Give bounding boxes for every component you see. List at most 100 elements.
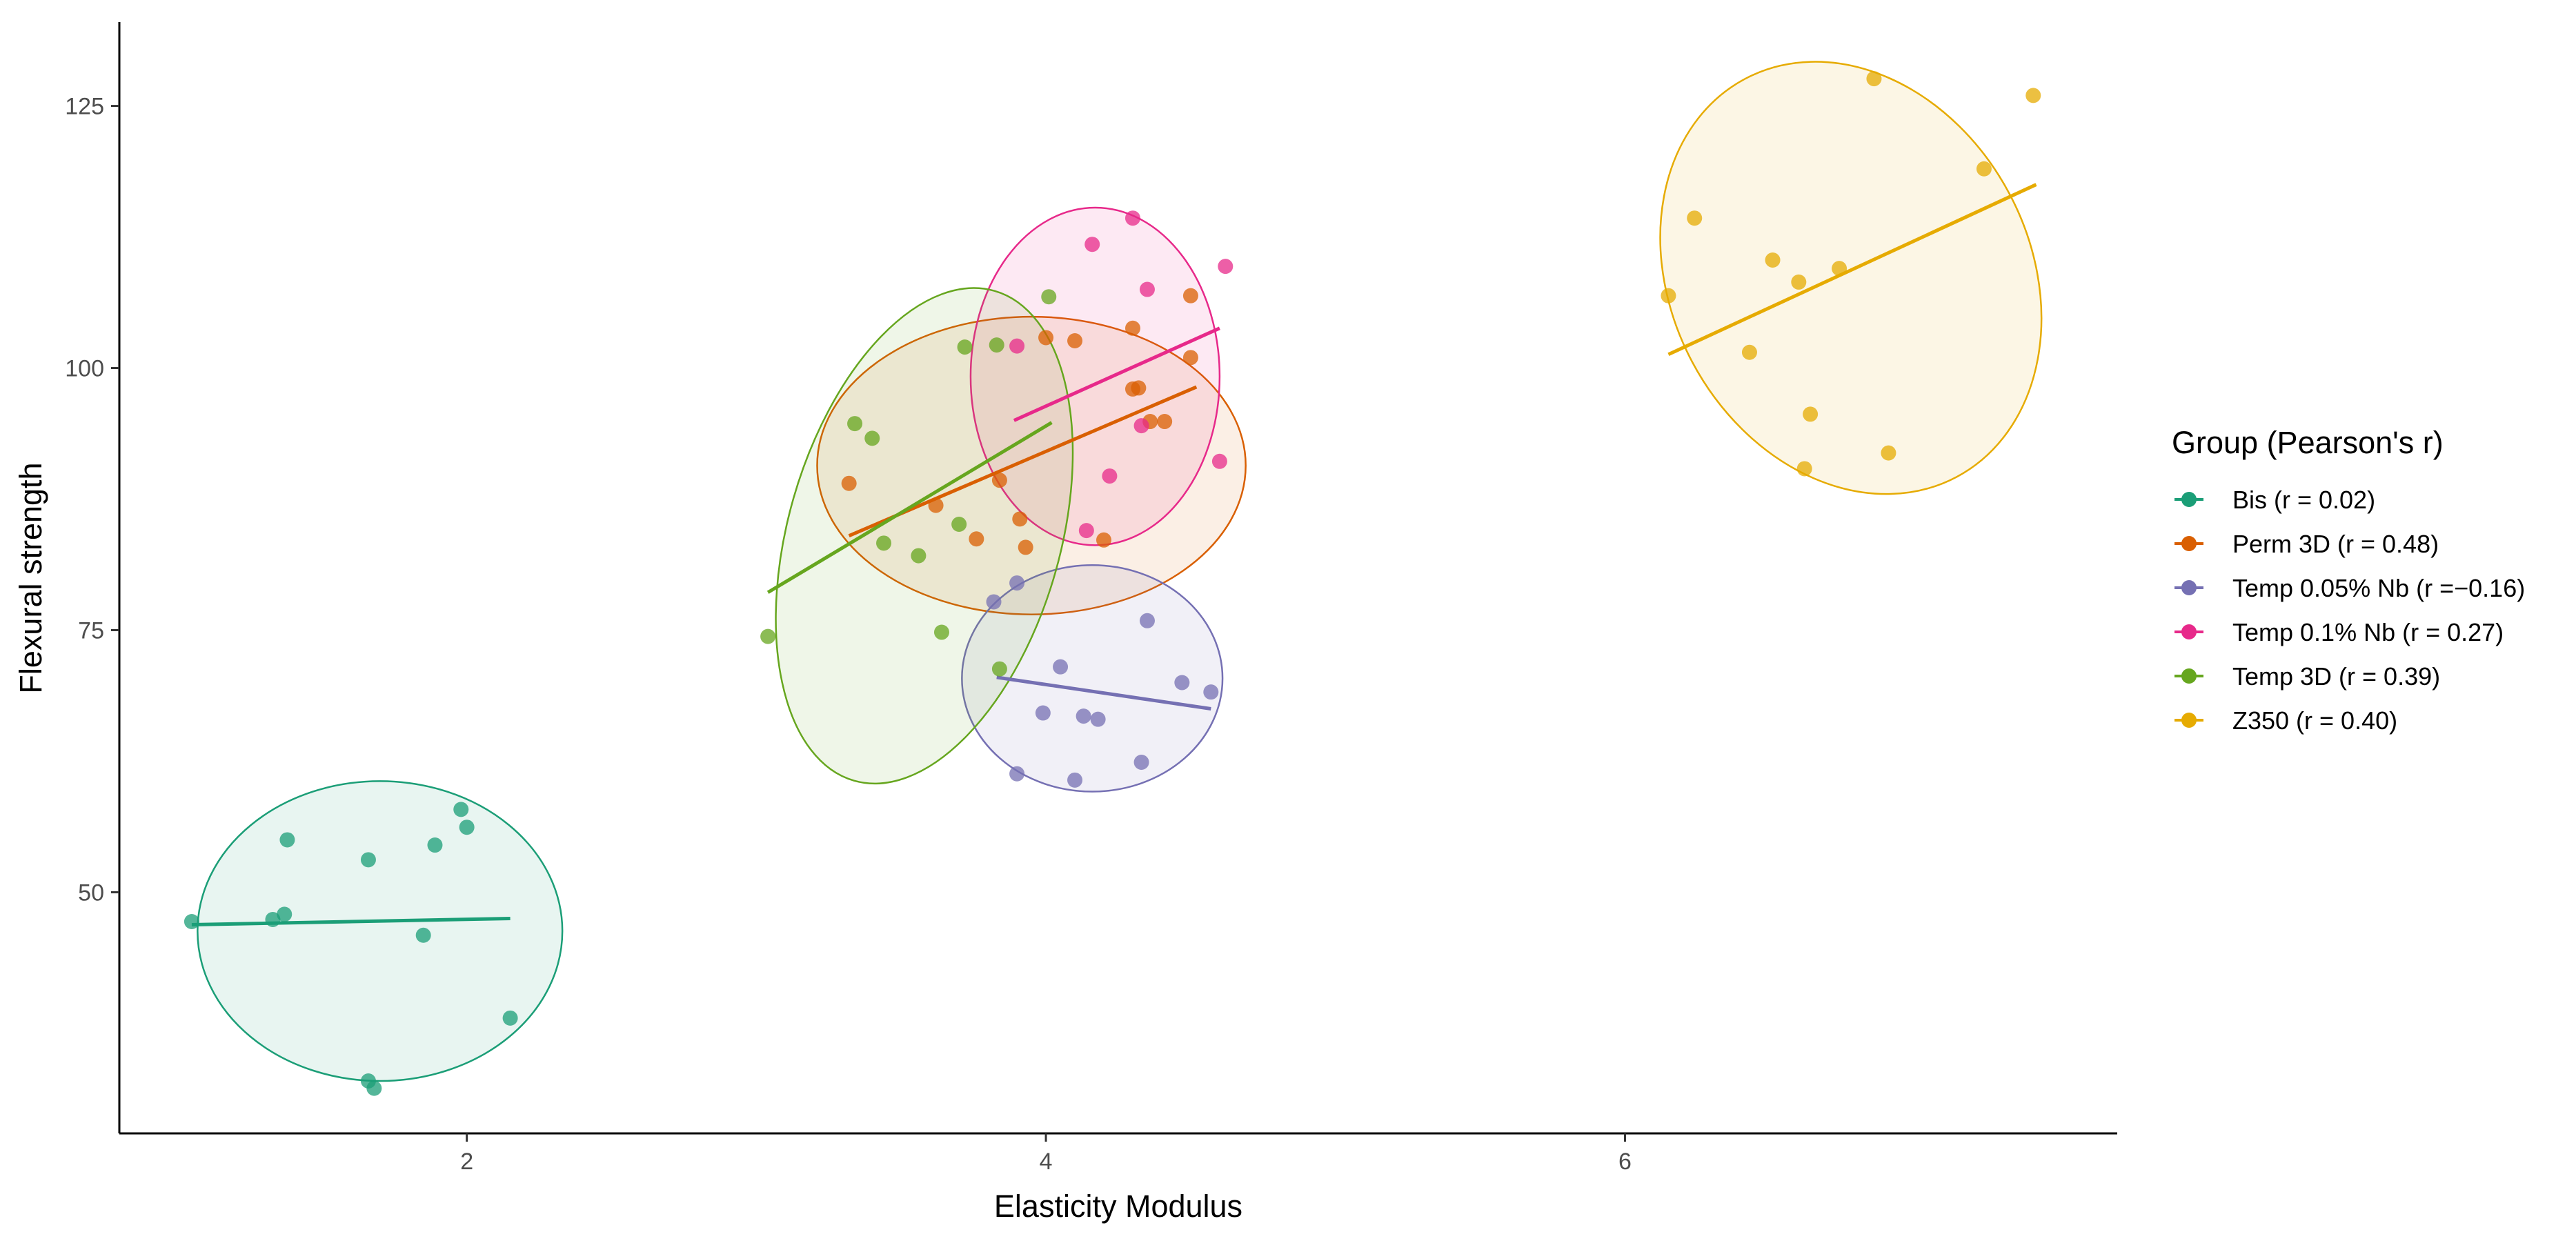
point-bis-11 bbox=[459, 820, 475, 835]
x-tick-label-4: 4 bbox=[1040, 1149, 1053, 1175]
legend-key-dot-temp-0-05-nb bbox=[2181, 580, 2197, 595]
ellipse-temp-0-05-nb bbox=[961, 564, 1224, 793]
y-tick-label-50: 50 bbox=[78, 880, 104, 906]
y-axis-ticks: 50 75 100 125 bbox=[65, 94, 119, 906]
point-temp-0-05-nb-12 bbox=[1203, 684, 1219, 700]
point-perm-3d-7 bbox=[1038, 330, 1054, 346]
point-bis-12 bbox=[502, 1010, 518, 1026]
x-tick-label-6: 6 bbox=[1618, 1149, 1632, 1175]
legend-label-temp-0-1-nb: Temp 0.1% Nb (r = 0.27) bbox=[2232, 618, 2504, 646]
point-perm-3d-8 bbox=[1067, 333, 1083, 349]
point-temp-3d-1 bbox=[760, 628, 776, 644]
legend-title: Group (Pearson's r) bbox=[2172, 425, 2444, 460]
point-perm-3d-6 bbox=[1018, 539, 1033, 555]
legend-label-perm-3d: Perm 3D (r = 0.48) bbox=[2232, 530, 2439, 558]
point-z350-7 bbox=[1803, 406, 1819, 422]
legend-items: Bis (r = 0.02) Perm 3D (r = 0.48) Temp 0.0… bbox=[2174, 486, 2525, 735]
y-tick-label-75: 75 bbox=[78, 617, 104, 644]
point-temp-0-05-nb-10 bbox=[1139, 613, 1155, 628]
point-perm-3d-3 bbox=[969, 531, 984, 547]
point-z350-2 bbox=[1687, 210, 1703, 226]
point-temp-0-05-nb-11 bbox=[1174, 675, 1190, 691]
x-axis-ticks: 2 4 6 bbox=[460, 1133, 1632, 1175]
point-bis-10 bbox=[453, 802, 469, 817]
point-temp-0-05-nb-7 bbox=[1076, 708, 1091, 724]
legend-key-dot-bis bbox=[2181, 492, 2197, 507]
point-temp-0-05-nb-4 bbox=[1035, 705, 1051, 721]
point-temp-0-05-nb-8 bbox=[1090, 711, 1106, 727]
point-temp-0-05-nb-1 bbox=[986, 594, 1002, 610]
point-perm-3d-15 bbox=[1182, 288, 1198, 304]
point-temp-0-1-nb-9 bbox=[1078, 523, 1094, 539]
point-z350-10 bbox=[1881, 445, 1896, 461]
point-temp-3d-4 bbox=[876, 535, 892, 551]
point-z350-6 bbox=[1796, 461, 1812, 477]
legend-key-dot-z350 bbox=[2181, 713, 2197, 728]
point-temp-3d-2 bbox=[847, 416, 863, 432]
point-temp-0-1-nb-1 bbox=[1009, 338, 1025, 354]
point-perm-3d-9 bbox=[1124, 320, 1140, 336]
point-temp-0-05-nb-6 bbox=[1067, 772, 1083, 788]
point-bis-9 bbox=[427, 837, 443, 853]
point-temp-3d-6 bbox=[933, 624, 949, 640]
point-temp-3d-8 bbox=[957, 339, 973, 355]
point-bis-8 bbox=[415, 927, 431, 943]
point-bis-1 bbox=[184, 913, 199, 929]
point-bis-4 bbox=[279, 832, 295, 848]
legend: Group (Pearson's r) Bis (r = 0.02) Perm 3… bbox=[2172, 425, 2525, 735]
ellipse-temp-0-1-nb bbox=[969, 206, 1221, 546]
regression-lines bbox=[191, 183, 2037, 927]
point-z350-9 bbox=[1866, 71, 1882, 87]
x-tick-label-2: 2 bbox=[460, 1149, 473, 1175]
point-temp-0-1-nb-5 bbox=[1133, 418, 1149, 434]
point-temp-0-05-nb-9 bbox=[1133, 754, 1149, 770]
point-temp-3d-5 bbox=[911, 548, 927, 564]
fit-line-temp-0-1-nb bbox=[1013, 326, 1220, 422]
fit-line-z350 bbox=[1667, 183, 2037, 357]
point-z350-8 bbox=[1832, 261, 1847, 277]
fit-line-bis bbox=[191, 916, 511, 927]
ellipse-z350 bbox=[1659, 61, 2043, 495]
point-perm-3d-11 bbox=[1131, 380, 1147, 396]
point-bis-3 bbox=[277, 906, 293, 922]
legend-label-temp-0-05-nb: Temp 0.05% Nb (r =−0.16) bbox=[2232, 574, 2525, 602]
point-z350-11 bbox=[1976, 161, 1992, 177]
point-temp-0-1-nb-2 bbox=[1084, 237, 1100, 252]
legend-key-dot-temp-0-1-nb bbox=[2181, 624, 2197, 639]
ellipse-bis bbox=[197, 780, 564, 1082]
point-temp-0-1-nb-3 bbox=[1102, 468, 1118, 484]
point-temp-3d-10 bbox=[991, 661, 1007, 677]
y-tick-label-125: 125 bbox=[65, 94, 104, 120]
point-bis-2 bbox=[265, 911, 281, 927]
point-temp-3d-7 bbox=[951, 516, 967, 532]
data-points bbox=[184, 71, 2041, 1096]
point-temp-0-1-nb-6 bbox=[1139, 281, 1155, 297]
point-temp-0-1-nb-4 bbox=[1124, 210, 1140, 226]
point-temp-0-05-nb-2 bbox=[1009, 575, 1025, 591]
point-perm-3d-2 bbox=[928, 497, 944, 513]
point-temp-0-05-nb-3 bbox=[1009, 766, 1025, 782]
point-bis-5 bbox=[360, 852, 376, 868]
legend-label-bis: Bis (r = 0.02) bbox=[2232, 486, 2375, 514]
point-perm-3d-16 bbox=[1096, 532, 1112, 548]
point-perm-3d-14 bbox=[1182, 350, 1198, 366]
point-temp-3d-9 bbox=[989, 337, 1004, 353]
point-temp-0-1-nb-8 bbox=[1218, 259, 1233, 275]
fit-line-temp-0-05-nb bbox=[996, 675, 1211, 711]
point-perm-3d-5 bbox=[1012, 511, 1028, 527]
y-tick-label-100: 100 bbox=[65, 356, 104, 382]
point-z350-3 bbox=[1741, 344, 1757, 360]
point-temp-3d-3 bbox=[864, 430, 880, 446]
legend-label-z350: Z350 (r = 0.40) bbox=[2232, 706, 2397, 735]
legend-label-temp-3d: Temp 3D (r = 0.39) bbox=[2232, 662, 2440, 691]
point-temp-0-05-nb-5 bbox=[1053, 659, 1069, 675]
legend-key-dot-temp-3d bbox=[2181, 668, 2197, 684]
point-bis-7 bbox=[366, 1080, 382, 1096]
point-temp-0-1-nb-7 bbox=[1211, 453, 1227, 469]
confidence-ellipses bbox=[197, 61, 2043, 1082]
point-z350-1 bbox=[1661, 288, 1676, 304]
point-z350-4 bbox=[1765, 252, 1781, 268]
point-perm-3d-4 bbox=[991, 473, 1007, 488]
ellipse-temp-3d bbox=[775, 287, 1074, 785]
